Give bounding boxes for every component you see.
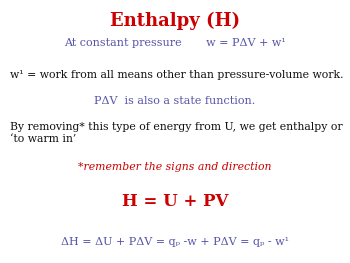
Text: PΔV  is also a state function.: PΔV is also a state function. — [94, 96, 256, 106]
Text: By removing* this type of energy from U, we get enthalpy or
‘to warm in’: By removing* this type of energy from U,… — [10, 122, 343, 144]
Text: w¹ = work from all means other than pressure-volume work.: w¹ = work from all means other than pres… — [10, 70, 344, 80]
Text: H = U + PV: H = U + PV — [122, 193, 228, 210]
Text: Enthalpy (H): Enthalpy (H) — [110, 12, 240, 30]
Text: At constant pressure       w = PΔV + w¹: At constant pressure w = PΔV + w¹ — [64, 38, 286, 48]
Text: *remember the signs and direction: *remember the signs and direction — [78, 162, 272, 172]
Text: ΔH = ΔU + PΔV = qₚ -w + PΔV = qₚ - w¹: ΔH = ΔU + PΔV = qₚ -w + PΔV = qₚ - w¹ — [61, 237, 289, 247]
